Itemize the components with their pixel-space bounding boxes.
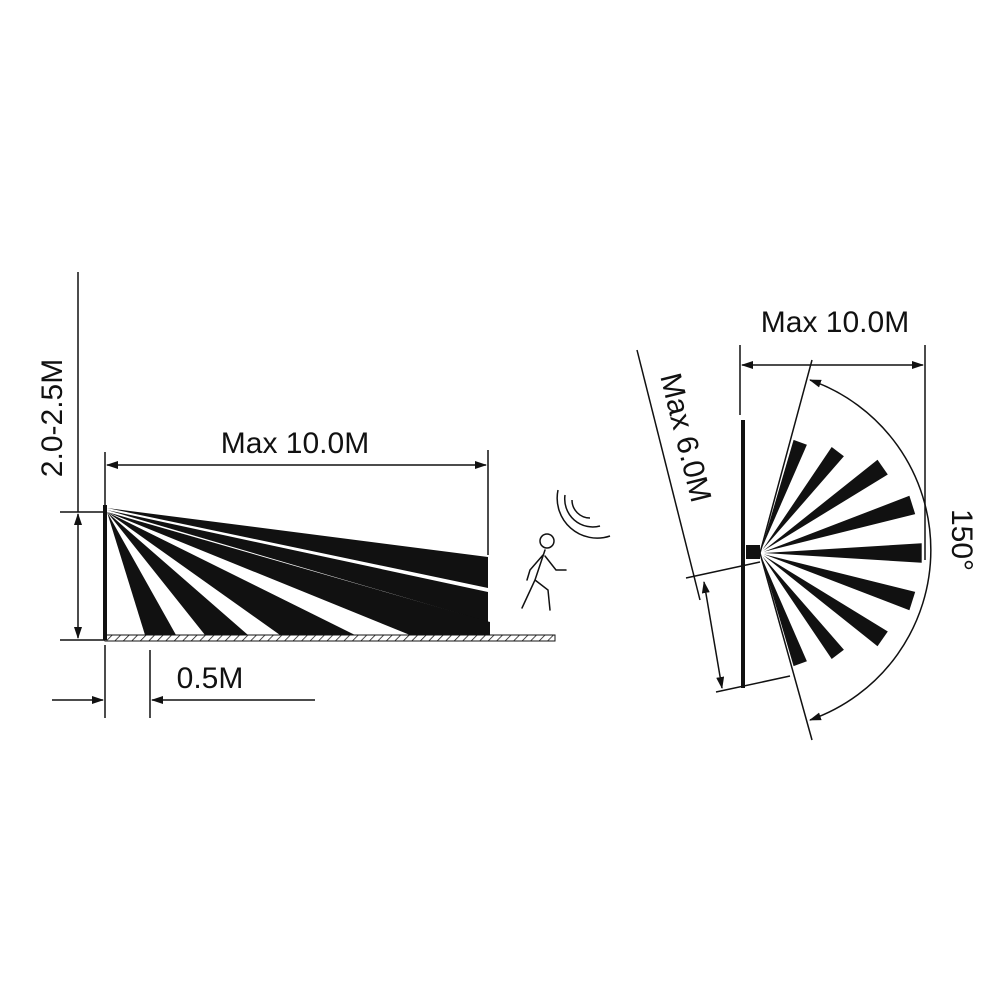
beam — [763, 495, 916, 552]
person-icon — [521, 533, 567, 611]
wall — [741, 420, 745, 688]
extension-line — [759, 552, 813, 741]
beam — [764, 543, 922, 563]
angle-arc — [809, 379, 932, 721]
beam — [761, 439, 807, 550]
floor — [104, 634, 556, 642]
beams — [761, 439, 922, 667]
sensor — [746, 545, 760, 559]
extension-line — [685, 561, 761, 579]
height-label: 2.0-2.5M — [36, 359, 69, 477]
beams — [107, 508, 490, 635]
range-label: Max 10.0M — [761, 306, 909, 339]
beam — [763, 459, 888, 551]
beam — [763, 554, 916, 611]
side-view: 2.0-2.5M Max 10.0M 0.5M — [36, 272, 611, 718]
beam — [762, 447, 844, 550]
signal-waves — [556, 489, 611, 539]
extension-line — [759, 359, 813, 554]
beam — [761, 556, 807, 667]
top-view: Max 10.0M Max 6.0M 150° — [636, 306, 978, 741]
beam — [763, 555, 888, 647]
width-label: Max 6.0M — [653, 370, 717, 506]
angle-label: 150° — [945, 509, 978, 571]
range-label: Max 10.0M — [221, 427, 369, 460]
width-arrow — [701, 581, 725, 689]
dimension-line — [636, 349, 701, 601]
beam — [762, 556, 844, 659]
pole — [103, 505, 107, 640]
extension-line — [715, 675, 791, 693]
offset-label: 0.5M — [177, 662, 244, 695]
